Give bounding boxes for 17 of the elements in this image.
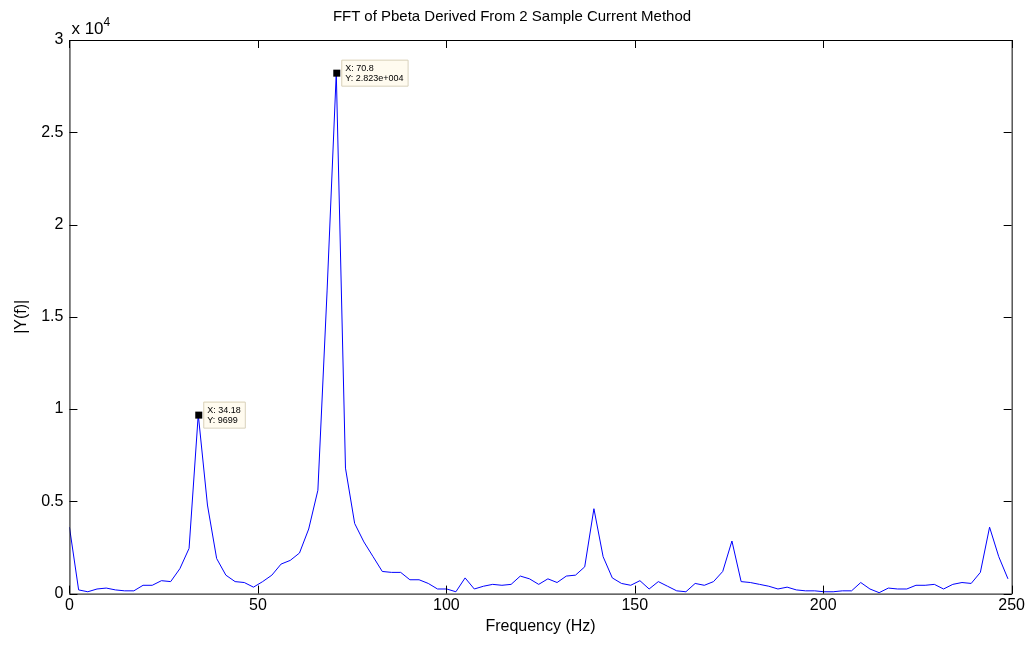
chart-title: FFT of Pbeta Derived From 2 Sample Current Method xyxy=(332,7,692,25)
y-tick-label: 0.5 xyxy=(41,491,64,509)
x-tick-label: 250 xyxy=(998,595,1026,613)
annotation: X: 70.8 Y: 2.823e+004 xyxy=(345,62,404,83)
y-axis-title: |Y(f)| xyxy=(12,299,30,334)
y-tick-label: 0 xyxy=(54,584,64,602)
y-tick-label: 3 xyxy=(54,30,64,48)
x-tick-label: 100 xyxy=(432,595,460,613)
y-tick-label: 1 xyxy=(54,399,64,417)
x-axis-title: Frequency (Hz) xyxy=(485,616,596,634)
x-tick-label: 200 xyxy=(809,595,837,613)
x-tick-label: 50 xyxy=(248,595,267,613)
annotation: X: 34.18 Y: 9699 xyxy=(207,404,241,425)
y-tick-label: 2.5 xyxy=(41,122,64,140)
x-tick-label: 150 xyxy=(621,595,649,613)
y-tick-label: 2 xyxy=(54,214,64,232)
y-tick-label: 1.5 xyxy=(41,307,64,325)
